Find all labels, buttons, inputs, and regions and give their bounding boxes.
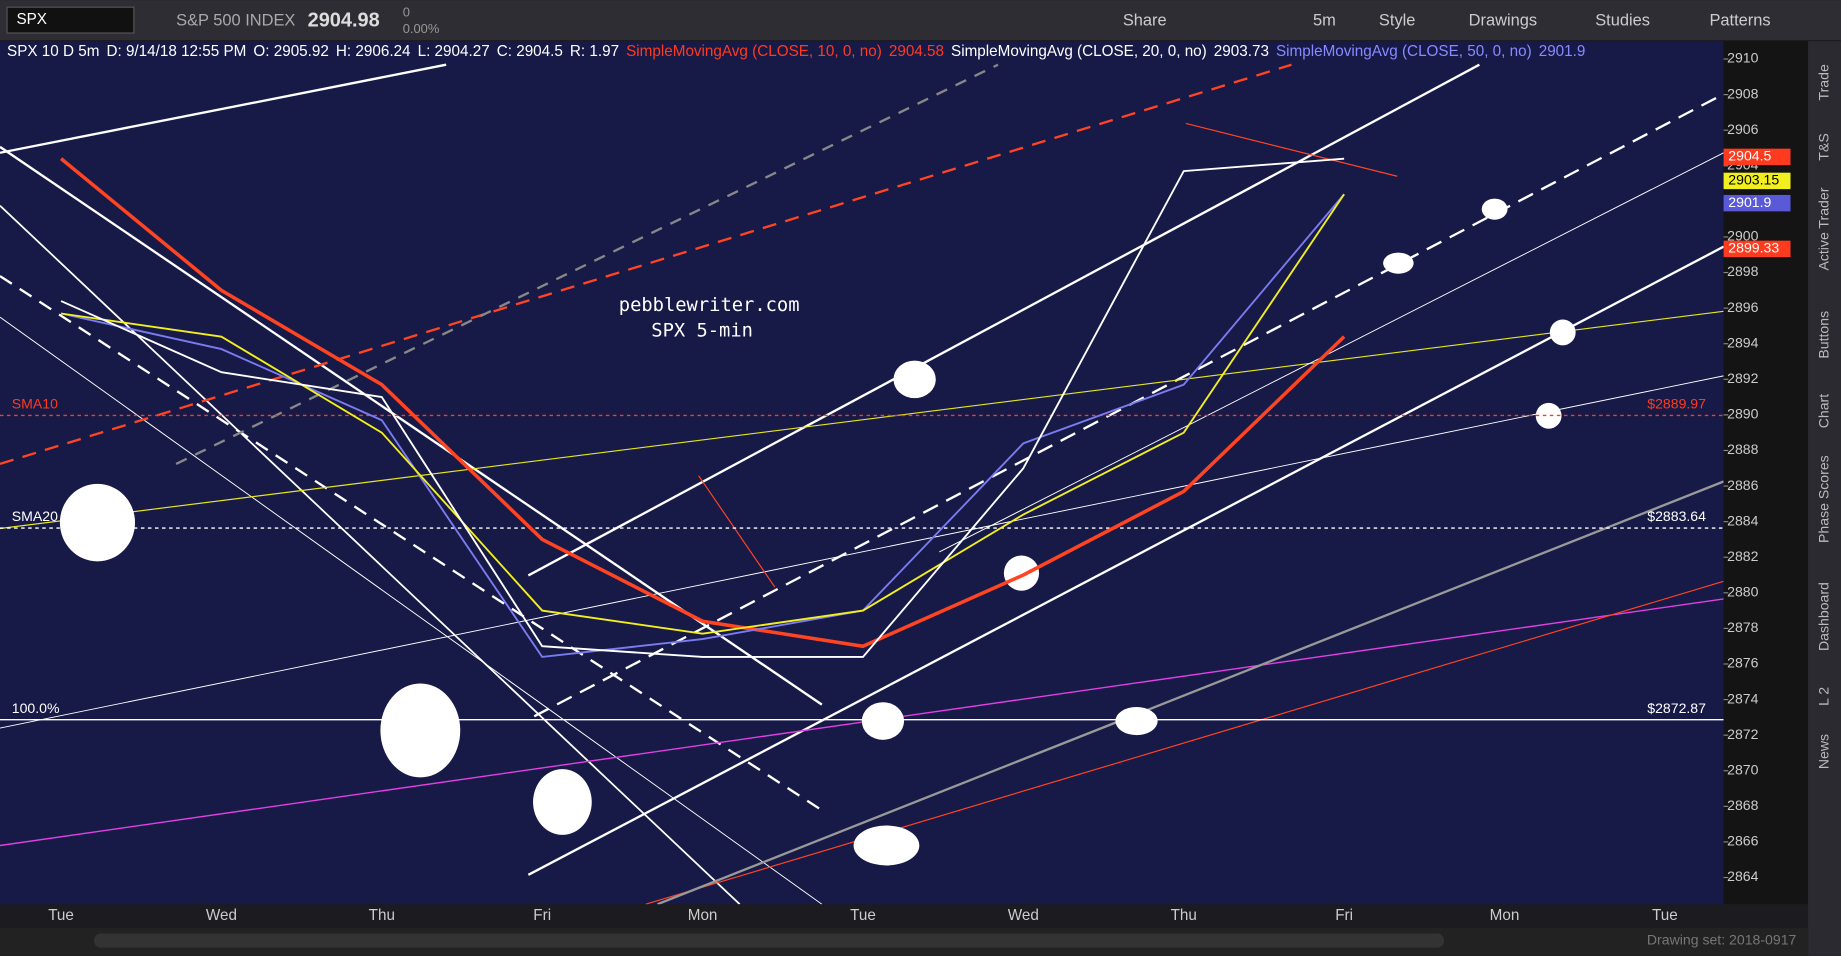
price-badge-label: 2903.15: [1728, 172, 1779, 188]
y-tick-label: 2868: [1727, 797, 1758, 813]
sma-line: [60, 193, 1345, 658]
info-item: O: 2905.92: [253, 43, 328, 60]
toolbar-button[interactable]: Share: [1123, 12, 1167, 30]
x-tick-label: Mon: [688, 907, 718, 924]
y-tick-label: 2870: [1727, 761, 1758, 777]
info-item: L: 2904.27: [418, 43, 490, 60]
markers: [59, 198, 1576, 866]
price-badge-label: 2904.5: [1728, 148, 1771, 164]
y-tick-label: 2876: [1727, 655, 1758, 671]
price-badge: [1723, 172, 1791, 190]
x-tick-label: Fri: [1335, 907, 1353, 924]
y-tick-label: 2908: [1727, 85, 1758, 101]
watermark: pebblewriter.com: [619, 295, 800, 316]
last-price: 2904.98: [308, 10, 380, 32]
side-tab[interactable]: Dashboard: [1815, 582, 1831, 651]
ref-label: $2889.97: [1647, 396, 1706, 412]
y-tick-label: 2892: [1727, 370, 1758, 386]
legend-value: 2903.73: [1214, 43, 1269, 60]
ref-name: SMA10: [12, 396, 58, 412]
legend-name: SimpleMovingAvg (CLOSE, 50, 0, no): [1276, 43, 1532, 60]
x-tick-label: Mon: [1490, 907, 1520, 924]
y-tick-label: 2878: [1727, 619, 1758, 635]
y-tick-label: 2884: [1727, 512, 1758, 528]
info-item: H: 2906.24: [336, 43, 411, 60]
y-tick-label: 2886: [1727, 477, 1758, 493]
y-tick-label: 2900: [1727, 228, 1758, 244]
change-pct: 0.00%: [403, 21, 440, 36]
side-tab[interactable]: Chart: [1815, 394, 1831, 429]
watermark: SPX 5-min: [651, 321, 753, 342]
side-tab[interactable]: Active Trader: [1815, 187, 1831, 270]
y-tick-label: 2882: [1727, 548, 1758, 564]
y-tick-label: 2866: [1727, 833, 1758, 849]
side-tab[interactable]: Phase Scores: [1815, 455, 1831, 543]
x-tick-label: Wed: [206, 907, 237, 924]
side-tab[interactable]: L 2: [1815, 687, 1831, 706]
y-tick-label: 2898: [1727, 263, 1758, 279]
x-tick-label: Tue: [48, 907, 74, 924]
y-tick-label: 2880: [1727, 584, 1758, 600]
y-tick-label: 2910: [1727, 50, 1758, 66]
price-badge-label: 2901.9: [1728, 194, 1771, 210]
x-tick-label: Wed: [1008, 907, 1039, 924]
side-panel: [1808, 41, 1841, 956]
info-item: C: 2904.5: [497, 43, 563, 60]
y-tick-label: 2864: [1727, 868, 1758, 884]
side-tab[interactable]: Trade: [1815, 64, 1831, 100]
ref-name: SMA20: [12, 508, 58, 524]
toolbar: [0, 0, 1841, 41]
y-tick-label: 2890: [1727, 406, 1758, 422]
y-tick-label: 2888: [1727, 441, 1758, 457]
symbol-box[interactable]: [6, 6, 135, 34]
toolbar-button[interactable]: Drawings: [1469, 12, 1537, 30]
plot-area: [0, 41, 1724, 905]
symbol: SPX: [16, 11, 47, 28]
info-item: SPX 10 D 5m: [7, 43, 99, 60]
info-item: D: 9/14/18 12:55 PM: [106, 43, 246, 60]
ref-name: 100.0%: [12, 700, 60, 716]
ref-label: $2872.87: [1647, 700, 1706, 716]
legend-value: 2904.58: [889, 43, 944, 60]
info-item: R: 1.97: [570, 43, 619, 60]
x-tick-label: Tue: [1652, 907, 1678, 924]
side-tab[interactable]: News: [1815, 734, 1831, 769]
x-tick-label: Thu: [1171, 907, 1197, 924]
sma-line: [60, 157, 1345, 658]
y-tick-label: 2894: [1727, 334, 1758, 350]
info-line: SPX 10 D 5m D: 9/14/18 12:55 PM O: 2905.92…: [7, 43, 1585, 60]
y-tick-label: 2874: [1727, 690, 1758, 706]
sma-line: [60, 193, 1345, 635]
legend-name: SimpleMovingAvg (CLOSE, 10, 0, no): [626, 43, 882, 60]
change: 0: [403, 4, 410, 19]
side-tab[interactable]: Buttons: [1815, 311, 1831, 359]
legend-value: 2901.9: [1539, 43, 1586, 60]
price-badge: [1723, 148, 1791, 166]
price-badge: [1723, 194, 1791, 212]
side-tab[interactable]: T&S: [1815, 133, 1831, 160]
ref-label: $2883.64: [1647, 508, 1706, 524]
sma-line: [59, 157, 1346, 649]
x-tick-label: Tue: [850, 907, 876, 924]
footer: Drawing set: 2018-0917: [1647, 931, 1797, 947]
x-tick-label: Fri: [533, 907, 551, 924]
price-badge: [1723, 240, 1791, 258]
x-tick-label: Thu: [369, 907, 395, 924]
y-tick-label: 2896: [1727, 299, 1758, 315]
y-tick-label: 2872: [1727, 726, 1758, 742]
legend-name: SimpleMovingAvg (CLOSE, 20, 0, no): [951, 43, 1207, 60]
toolbar-button[interactable]: Studies: [1595, 12, 1650, 30]
scroll-thumb[interactable]: [93, 933, 1445, 948]
price-badge-label: 2899.33: [1728, 240, 1779, 256]
description: S&P 500 INDEX: [176, 12, 295, 30]
y-tick-label: 2906: [1727, 121, 1758, 137]
toolbar-button[interactable]: Style: [1379, 12, 1416, 30]
toolbar-button[interactable]: 5m: [1313, 12, 1336, 30]
toolbar-button[interactable]: Patterns: [1709, 12, 1770, 30]
